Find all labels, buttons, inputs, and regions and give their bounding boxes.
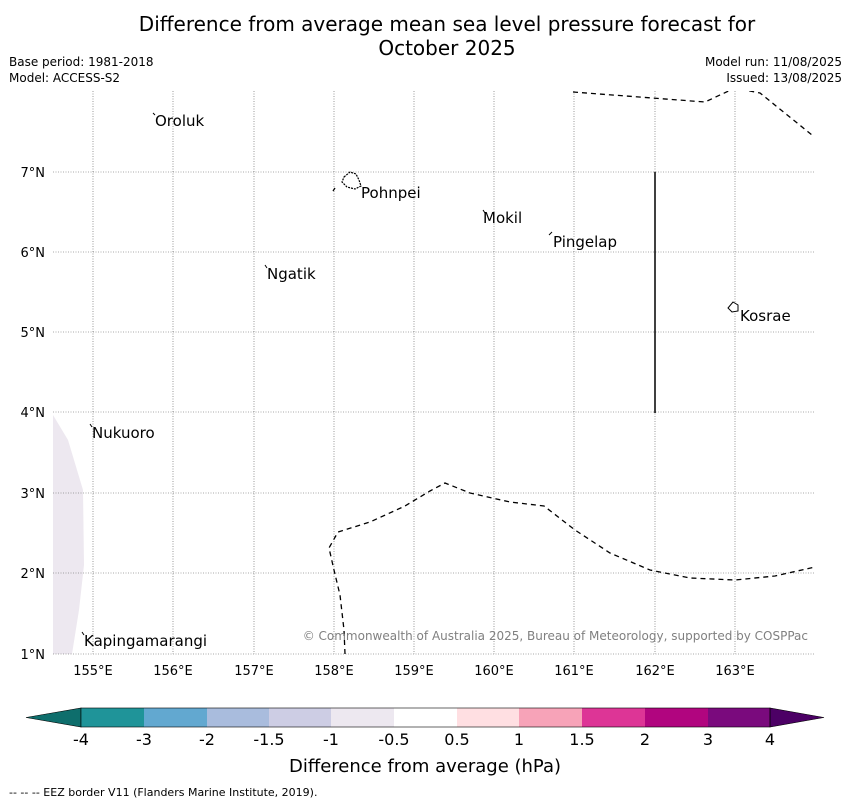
graticule [53, 91, 815, 655]
place-pohnpei: Pohnpei [361, 184, 421, 202]
colorbar-label: -2 [199, 730, 215, 749]
lon-tick-label: 159°E [394, 664, 434, 679]
pohnpei-island [341, 171, 362, 190]
title-line-1: Difference from average mean sea level p… [138, 12, 756, 36]
colorbar-label: -0.5 [378, 730, 409, 749]
kosrae-island [727, 301, 739, 313]
colorbar-title: Difference from average (hPa) [289, 756, 561, 777]
colorbar-label: -1 [323, 730, 339, 749]
colorbar-label: 3 [703, 730, 713, 749]
negative-anomaly-region [53, 415, 84, 654]
colorbar-label: -1.5 [253, 730, 284, 749]
colorbar-swatch [457, 708, 519, 727]
colorbar-label: 1.5 [569, 730, 594, 749]
colorbar-label: 1 [514, 730, 524, 749]
colorbar-extend-high [769, 707, 825, 728]
colorbar-swatch [582, 708, 645, 727]
colorbar-labels: -4 -3 -2 -1.5 -1 -0.5 0.5 1 1.5 2 3 4 [73, 730, 775, 749]
lon-tick-label: 158°E [314, 664, 354, 679]
place-pingelap: Pingelap [553, 233, 617, 251]
lon-tick-label: 157°E [234, 664, 274, 679]
lon-tick-label: 160°E [474, 664, 514, 679]
colorbar-frame [80, 707, 771, 728]
lat-tick-label: 5°N [21, 326, 46, 341]
colorbar-swatch [144, 708, 207, 727]
lon-tick-label: 163°E [715, 664, 755, 679]
issued-date: Issued: 13/08/2025 [726, 71, 842, 85]
colorbar [25, 707, 825, 728]
lon-tick-labels: 155°E 156°E 157°E 158°E 159°E 160°E 161°… [73, 664, 755, 679]
colorbar-label: 4 [765, 730, 775, 749]
map-title: Difference from average mean sea level p… [0, 12, 850, 60]
lon-tick-label: 161°E [554, 664, 594, 679]
colorbar-swatch [331, 708, 394, 727]
lat-tick-label: 3°N [21, 487, 46, 502]
lon-tick-label: 162°E [635, 664, 675, 679]
lat-tick-labels: 7°N 6°N 5°N 4°N 3°N 2°N 1°N [21, 166, 46, 663]
lat-tick-label: 4°N [21, 406, 46, 421]
colorbar-swatch [708, 708, 770, 727]
meta-left: Base period: 1981-2018 Model: ACCESS-S2 [9, 54, 154, 86]
colorbar-swatch [394, 708, 457, 727]
meta-right: Model run: 11/08/2025 Issued: 13/08/2025 [705, 54, 842, 86]
colorbar-swatch [519, 708, 582, 727]
colorbar-label: -3 [136, 730, 152, 749]
lon-tick-label: 155°E [73, 664, 113, 679]
lat-tick-label: 6°N [21, 246, 46, 261]
place-kosrae: Kosrae [740, 307, 791, 325]
lon-tick-label: 156°E [153, 664, 193, 679]
footer-legend: -- -- -- EEZ border V11 (Flanders Marine… [9, 786, 318, 799]
eez-borders [328, 91, 815, 654]
place-nukuoro: Nukuoro [92, 424, 155, 442]
colorbar-label: -4 [73, 730, 89, 749]
place-oroluk: Oroluk [155, 112, 204, 130]
colorbar-swatch [207, 708, 269, 727]
model-run: Model run: 11/08/2025 [704, 55, 842, 69]
colorbar-swatch [645, 708, 708, 727]
colorbar-swatch [269, 708, 331, 727]
title-line-2: October 2025 [378, 36, 516, 60]
place-kapingamarangi: Kapingamarangi [84, 632, 207, 650]
colorbar-swatch [81, 708, 144, 727]
lat-tick-label: 2°N [21, 567, 46, 582]
colorbar-label: 2 [640, 730, 650, 749]
copyright-text: © Commonwealth of Australia 2025, Bureau… [303, 629, 808, 643]
model-name: Model: ACCESS-S2 [9, 71, 121, 85]
colorbar-extend-low [25, 707, 82, 728]
atoll-marks [81, 112, 553, 636]
place-ngatik: Ngatik [267, 265, 316, 283]
place-mokil: Mokil [483, 209, 522, 227]
colorbar-label: 0.5 [444, 730, 469, 749]
base-period: Base period: 1981-2018 [9, 55, 154, 69]
lat-tick-label: 7°N [21, 166, 46, 181]
lat-tick-label: 1°N [21, 648, 46, 663]
